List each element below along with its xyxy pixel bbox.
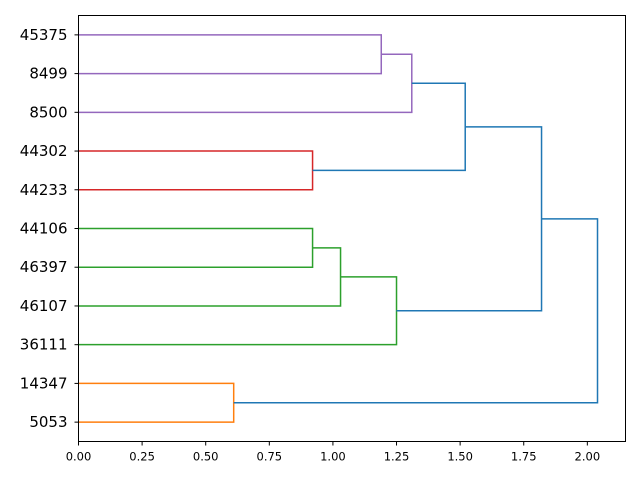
- link-m3: [78, 150, 314, 191]
- leaf-label-44302: 44302: [20, 142, 68, 160]
- link-m5: [78, 227, 314, 268]
- leaf-label-44106: 44106: [20, 220, 68, 238]
- leaf-label-44233: 44233: [20, 181, 68, 199]
- link-m9: [78, 382, 235, 423]
- link-m1: [78, 34, 383, 75]
- link-m4: [312, 82, 466, 172]
- link-m7: [78, 276, 398, 346]
- leaf-label-36111: 36111: [20, 336, 68, 354]
- x-axis-ticks: 0.00 0.25 0.50 0.75 1.00 1.25 1.50 1.75 2.00: [66, 441, 601, 464]
- x-tick-label: 0.50: [193, 450, 219, 464]
- x-tick-label: 2.00: [575, 450, 601, 464]
- x-tick-label: 1.50: [447, 450, 473, 464]
- x-tick-label: 0.75: [257, 450, 283, 464]
- x-tick-label: 0.25: [129, 450, 155, 464]
- leaf-label-46397: 46397: [20, 258, 68, 276]
- link-m8: [396, 126, 543, 312]
- leaf-label-8500: 8500: [29, 103, 67, 121]
- link-m2: [78, 53, 413, 114]
- x-tick-label: 1.00: [320, 450, 346, 464]
- leaf-label-45375: 45375: [20, 26, 68, 44]
- leaf-label-8499: 8499: [29, 65, 67, 83]
- link-m6: [78, 247, 342, 307]
- leaf-label-46107: 46107: [20, 297, 68, 315]
- leaf-labels: 45375 8499 8500 44302 44233 44106 46397 46107 36…: [20, 26, 79, 431]
- dendrogram-links: [78, 34, 599, 423]
- x-tick-label: 1.75: [511, 450, 537, 464]
- x-tick-label: 0.00: [66, 450, 92, 464]
- link-m10: [233, 218, 599, 404]
- x-tick-label: 1.25: [384, 450, 410, 464]
- leaf-label-5053: 5053: [29, 413, 67, 431]
- leaf-label-14347: 14347: [20, 374, 68, 392]
